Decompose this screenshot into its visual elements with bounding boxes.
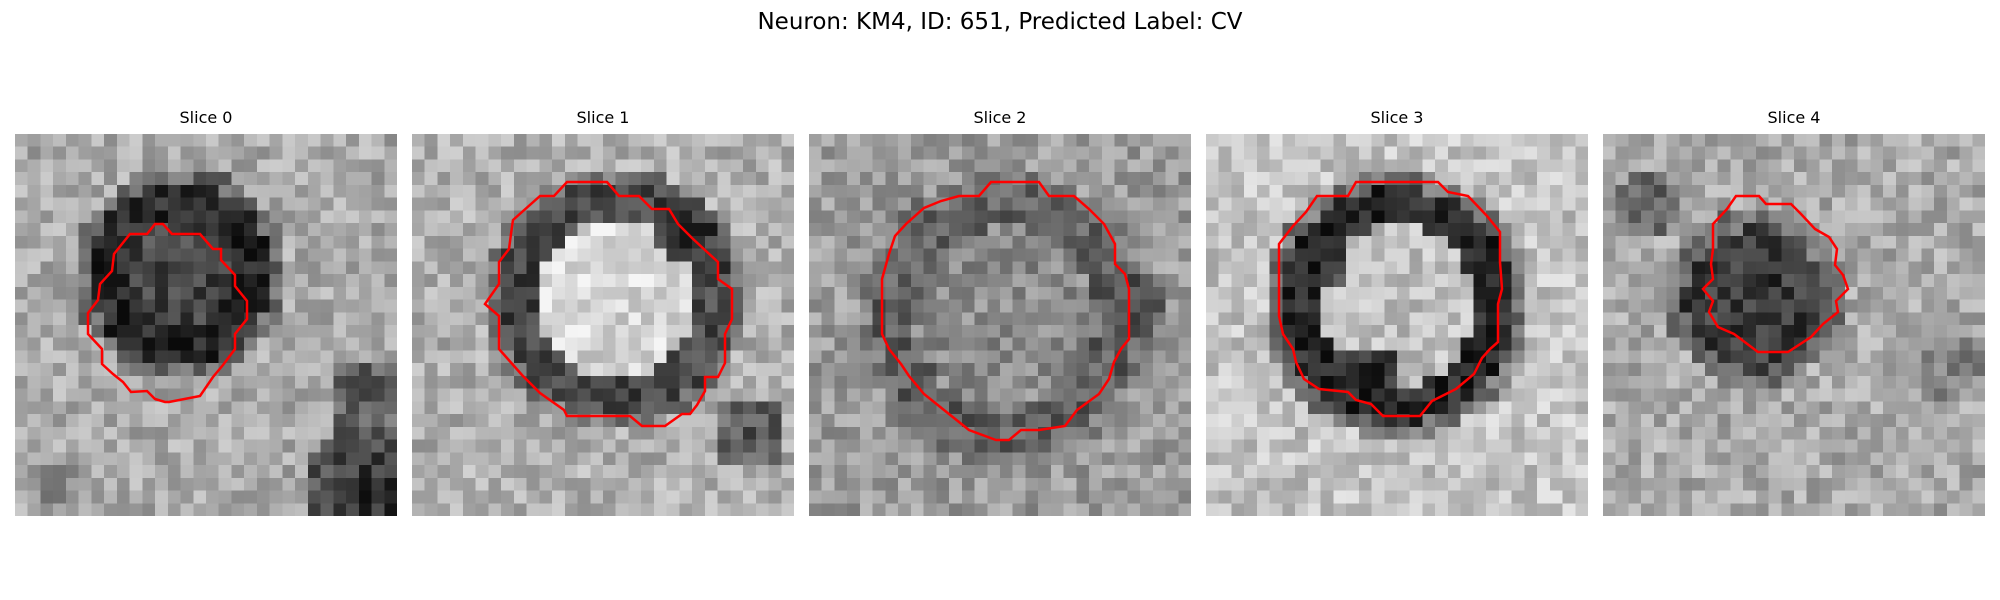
- grayscale-patch: [1603, 134, 1985, 516]
- slice-title: Slice 3: [1370, 108, 1424, 127]
- figure-title: Neuron: KM4, ID: 651, Predicted Label: C…: [757, 9, 1243, 35]
- slice-image: [1603, 134, 1985, 516]
- slice-image: [15, 134, 397, 516]
- cell-outline: [483, 180, 734, 428]
- slice-title: Slice 0: [179, 108, 233, 127]
- slice-image: [412, 134, 794, 516]
- grayscale-patch: [809, 134, 1191, 516]
- slice-image: [809, 134, 1191, 516]
- slice-title: Slice 2: [973, 108, 1027, 127]
- slice-title: Slice 4: [1767, 108, 1821, 127]
- slice-panel-3: Slice 3: [1206, 108, 1588, 516]
- cell-outline: [1701, 194, 1850, 354]
- cell-outline: [880, 180, 1131, 442]
- slice-panel-2: Slice 2: [809, 108, 1191, 516]
- slice-panel-4: Slice 4: [1603, 108, 1985, 516]
- slice-panel-0: Slice 0: [15, 108, 397, 516]
- cell-outline: [86, 222, 249, 404]
- slice-title: Slice 1: [576, 108, 630, 127]
- slice-image: [1206, 134, 1588, 516]
- grayscale-patch: [15, 134, 397, 516]
- cell-outline: [1277, 180, 1504, 418]
- slice-panel-1: Slice 1: [412, 108, 794, 516]
- grayscale-patch: [1206, 134, 1588, 516]
